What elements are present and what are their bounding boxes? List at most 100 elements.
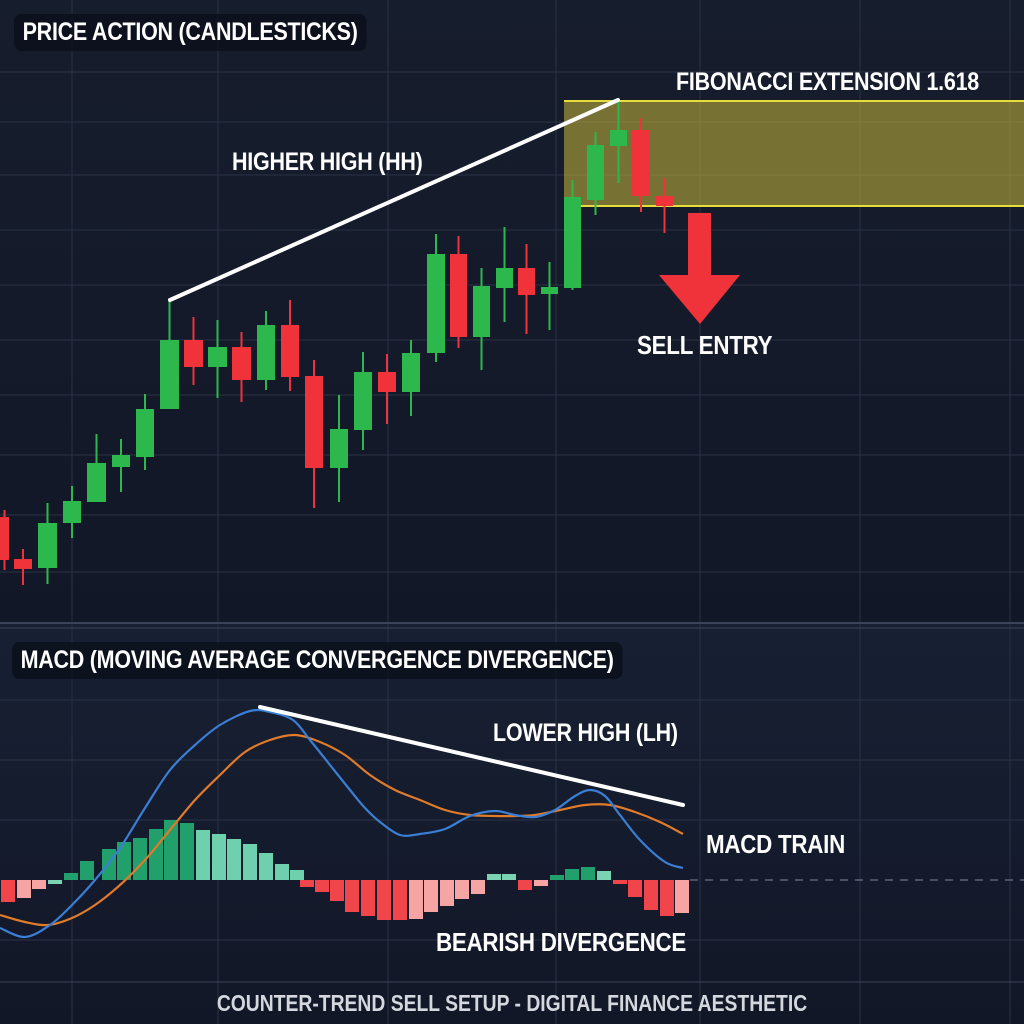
candle-body xyxy=(541,287,558,294)
histogram-bar-positive xyxy=(565,869,579,880)
bullish-candle xyxy=(610,100,627,183)
macd-lines xyxy=(0,708,684,939)
histogram-bar-negative xyxy=(424,880,438,912)
bullish-candle xyxy=(257,311,275,390)
signal-line xyxy=(0,733,684,927)
histogram-bar-negative xyxy=(471,880,485,894)
bullish-candle xyxy=(473,268,490,370)
bullish-candle xyxy=(330,395,348,502)
candle-body xyxy=(450,254,467,337)
histogram-bar-negative xyxy=(17,880,31,898)
histogram-bar-positive xyxy=(243,844,257,880)
candle-body xyxy=(564,197,581,288)
candle-body xyxy=(208,347,227,367)
candle-body xyxy=(232,347,251,380)
lower-high-trendline xyxy=(258,705,685,807)
candle-body xyxy=(184,340,203,367)
price-panel-title: PRICE ACTION (CANDLESTICKS) xyxy=(14,14,367,51)
bullish-candle xyxy=(63,486,81,538)
histogram-bar-positive xyxy=(275,864,289,880)
bearish-candle xyxy=(281,300,299,391)
histogram-bar-negative xyxy=(361,880,375,916)
histogram-bar-negative xyxy=(1,880,15,902)
candle-body xyxy=(160,340,179,409)
histogram-bar-negative xyxy=(48,880,62,884)
candle-body xyxy=(63,501,81,523)
sell-arrow-icon xyxy=(659,213,740,324)
bullish-candle xyxy=(427,234,445,362)
histogram-bar-positive xyxy=(80,861,94,880)
bullish-candle xyxy=(564,180,581,290)
histogram-bar-negative xyxy=(393,880,407,920)
bullish-candle xyxy=(354,352,372,450)
higher-high-label: HIGHER HIGH (HH) xyxy=(232,148,423,176)
bearish-candle xyxy=(632,118,650,212)
histogram-bar-positive xyxy=(597,871,611,880)
histogram-bar-positive xyxy=(550,875,564,880)
macd-panel-title: MACD (MOVING AVERAGE CONVERGENCE DIVERGE… xyxy=(12,642,623,679)
candle-body xyxy=(587,145,604,200)
bullish-candle xyxy=(87,434,106,502)
candle-body xyxy=(354,372,372,430)
candlestick-series xyxy=(0,100,673,585)
candle-body xyxy=(87,463,106,502)
candle-body xyxy=(518,268,535,295)
bearish-candle xyxy=(184,317,203,385)
bearish-candle xyxy=(450,236,467,348)
bullish-candle xyxy=(38,503,57,584)
histogram-bar-positive xyxy=(581,867,595,880)
macd-train-label: MACD TRAIN xyxy=(706,829,846,859)
candle-body xyxy=(402,353,420,392)
candle-body xyxy=(14,559,32,569)
bullish-candle xyxy=(208,320,227,398)
bullish-candle xyxy=(541,262,558,330)
histogram-bar-negative xyxy=(644,880,658,910)
candle-body xyxy=(38,523,57,568)
histogram-bar-positive xyxy=(180,823,194,880)
bearish-divergence-label: BEARISH DIVERGENCE xyxy=(436,927,687,957)
candle-body xyxy=(610,130,627,146)
histogram-bar-negative xyxy=(628,880,642,897)
histogram-bar-negative xyxy=(300,880,314,887)
histogram-bar-positive xyxy=(290,870,304,880)
histogram-bar-negative xyxy=(32,880,46,889)
bullish-candle xyxy=(402,340,420,416)
bearish-candle xyxy=(378,354,396,424)
histogram-bar-negative xyxy=(409,880,423,919)
candle-body xyxy=(112,455,130,467)
histogram-bar-negative xyxy=(330,880,344,901)
histogram-bar-positive xyxy=(487,874,501,880)
histogram-bar-negative xyxy=(518,880,532,890)
bullish-candle xyxy=(112,439,130,492)
histogram-bar-negative xyxy=(534,880,548,886)
histogram-bar-negative xyxy=(613,880,627,884)
histogram-bar-positive xyxy=(117,842,131,880)
lower-high-label: LOWER HIGH (LH) xyxy=(493,719,678,747)
histogram-bar-positive xyxy=(502,874,516,880)
candle-body xyxy=(378,372,396,392)
bearish-candle xyxy=(0,510,9,570)
sell-entry-label: SELL ENTRY xyxy=(637,330,773,360)
bearish-candle xyxy=(232,332,251,402)
histogram-bar-positive xyxy=(64,873,78,880)
candle-body xyxy=(136,409,154,457)
bearish-candle xyxy=(518,244,535,334)
histogram-bar-negative xyxy=(675,880,689,913)
histogram-bar-negative xyxy=(315,880,329,892)
macd-histogram xyxy=(1,820,1024,920)
candle-body xyxy=(330,429,348,468)
trendline xyxy=(168,98,620,302)
bullish-candle xyxy=(160,300,179,409)
candle-body xyxy=(496,268,513,288)
candle-body xyxy=(473,286,490,337)
candle-body xyxy=(305,376,323,468)
candle-body xyxy=(427,254,445,353)
higher-high-trendline xyxy=(168,98,620,302)
bullish-candle xyxy=(136,394,154,470)
candle-body xyxy=(0,517,9,560)
histogram-bar-negative xyxy=(440,880,454,906)
arrow-down-shape xyxy=(659,213,740,324)
bullish-candle xyxy=(587,132,604,215)
fibonacci-label: FIBONACCI EXTENSION 1.618 xyxy=(676,68,979,96)
macd-line xyxy=(0,708,684,939)
